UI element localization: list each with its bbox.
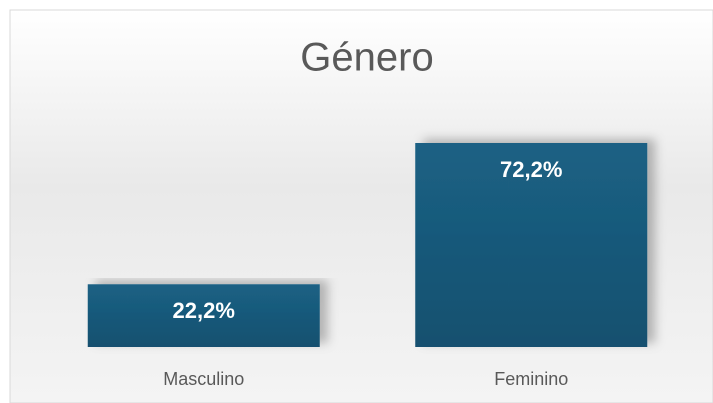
bar — [415, 143, 648, 347]
x-tick-label: Feminino — [494, 369, 568, 389]
chart-title: Género — [300, 36, 433, 80]
bar — [87, 284, 320, 347]
data-label: 22,2% — [173, 298, 235, 323]
data-label: 72,2% — [500, 157, 562, 182]
x-tick-label: Masculino — [163, 369, 244, 389]
